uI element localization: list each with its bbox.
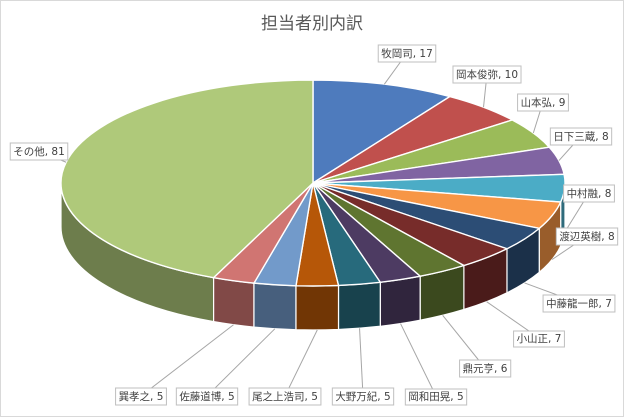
- data-label-box-13: [115, 387, 167, 406]
- data-label-text-0: 牧岡司, 17: [381, 47, 433, 60]
- data-label-box-7: [513, 330, 565, 348]
- data-label-text-9: 岡和田晃, 5: [408, 391, 463, 403]
- data-label-7: 小山正, 7: [513, 330, 565, 348]
- slice-14: [60, 79, 314, 279]
- data-label-11: 尾之上浩司, 5: [248, 387, 322, 406]
- slice-side-12: [253, 282, 297, 331]
- data-label-text-8: 鼎元亨, 6: [463, 362, 508, 375]
- data-label-0: 牧岡司, 17: [377, 44, 437, 63]
- chart-title: 担当者別内訳: [261, 14, 363, 34]
- data-label-box-12: [175, 387, 239, 406]
- data-label-1: 岡本俊弥, 10: [452, 65, 522, 84]
- slice-side-10: [337, 281, 381, 331]
- data-label-text-14: その他, 81: [13, 145, 65, 158]
- data-label-5: 渡辺英樹, 8: [555, 227, 619, 246]
- data-label-8: 鼎元亨, 6: [459, 359, 512, 378]
- slice-side-9: [379, 275, 421, 327]
- data-label-text-3: 日下三蔵, 8: [553, 130, 608, 143]
- data-label-text-6: 中藤龍一郎, 7: [546, 297, 612, 310]
- data-label-10: 大野万紀, 5: [331, 387, 395, 406]
- data-label-box-2: [517, 93, 569, 112]
- leader-line-9: [400, 323, 437, 397]
- data-label-14: その他, 81: [9, 142, 69, 161]
- data-label-box-14: [9, 142, 69, 161]
- data-label-3: 日下三蔵, 8: [549, 127, 613, 146]
- data-label-text-7: 小山正, 7: [517, 333, 562, 345]
- data-label-box-4: [563, 184, 615, 203]
- data-label-4: 中村融, 8: [563, 184, 615, 203]
- data-label-text-2: 山本弘, 9: [521, 96, 566, 109]
- data-label-text-13: 巽孝之, 5: [119, 390, 164, 403]
- data-label-text-11: 尾之上浩司, 5: [252, 390, 318, 403]
- data-label-text-12: 佐藤道博, 5: [179, 390, 234, 403]
- data-label-box-3: [549, 127, 613, 146]
- data-label-text-5: 渡辺英樹, 8: [559, 230, 614, 243]
- leader-line-12: [206, 328, 276, 397]
- data-label-box-1: [452, 65, 522, 84]
- leader-line-10: [359, 328, 364, 397]
- data-label-box-8: [459, 359, 512, 378]
- data-label-text-1: 岡本俊弥, 10: [456, 68, 518, 81]
- leader-line-8: [442, 315, 486, 369]
- data-label-12: 佐藤道博, 5: [175, 387, 239, 406]
- data-label-box-10: [331, 387, 395, 406]
- slice-side-11: [295, 284, 340, 331]
- data-label-box-9: [404, 388, 468, 406]
- leader-line-11: [284, 329, 318, 397]
- leader-line-13: [140, 324, 234, 397]
- data-label-box-11: [248, 387, 322, 406]
- data-label-9: 岡和田晃, 5: [404, 388, 468, 406]
- data-label-box-5: [555, 227, 619, 246]
- data-label-6: 中藤龍一郎, 7: [542, 294, 616, 313]
- data-label-text-4: 中村融, 8: [567, 187, 612, 200]
- data-label-13: 巽孝之, 5: [115, 387, 167, 406]
- data-label-box-6: [542, 294, 616, 313]
- data-label-box-0: [377, 44, 437, 63]
- data-label-2: 山本弘, 9: [517, 93, 569, 112]
- slice-0: [312, 79, 452, 185]
- data-label-text-10: 大野万紀, 5: [335, 390, 390, 403]
- slice-side-13: [213, 276, 255, 328]
